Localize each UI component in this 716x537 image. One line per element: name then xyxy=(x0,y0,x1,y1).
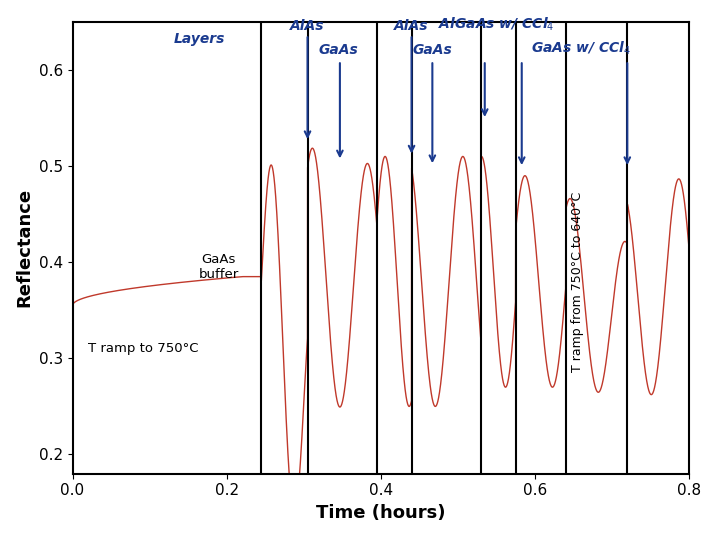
Text: AlAs: AlAs xyxy=(395,19,429,33)
Text: T ramp from 750°C to 640°C: T ramp from 750°C to 640°C xyxy=(571,191,584,372)
Text: AlAs: AlAs xyxy=(290,19,325,33)
Text: T ramp to 750°C: T ramp to 750°C xyxy=(88,342,198,355)
Text: AlGaAs w/ CCl$_4$: AlGaAs w/ CCl$_4$ xyxy=(438,16,555,33)
X-axis label: Time (hours): Time (hours) xyxy=(316,504,445,522)
Text: GaAs: GaAs xyxy=(412,43,453,57)
Text: GaAs w/ CCl$_4$: GaAs w/ CCl$_4$ xyxy=(531,40,631,57)
Text: GaAs
buffer: GaAs buffer xyxy=(199,253,239,281)
Text: GaAs: GaAs xyxy=(319,43,358,57)
Y-axis label: Reflectance: Reflectance xyxy=(15,188,33,307)
Text: Layers: Layers xyxy=(174,32,226,46)
